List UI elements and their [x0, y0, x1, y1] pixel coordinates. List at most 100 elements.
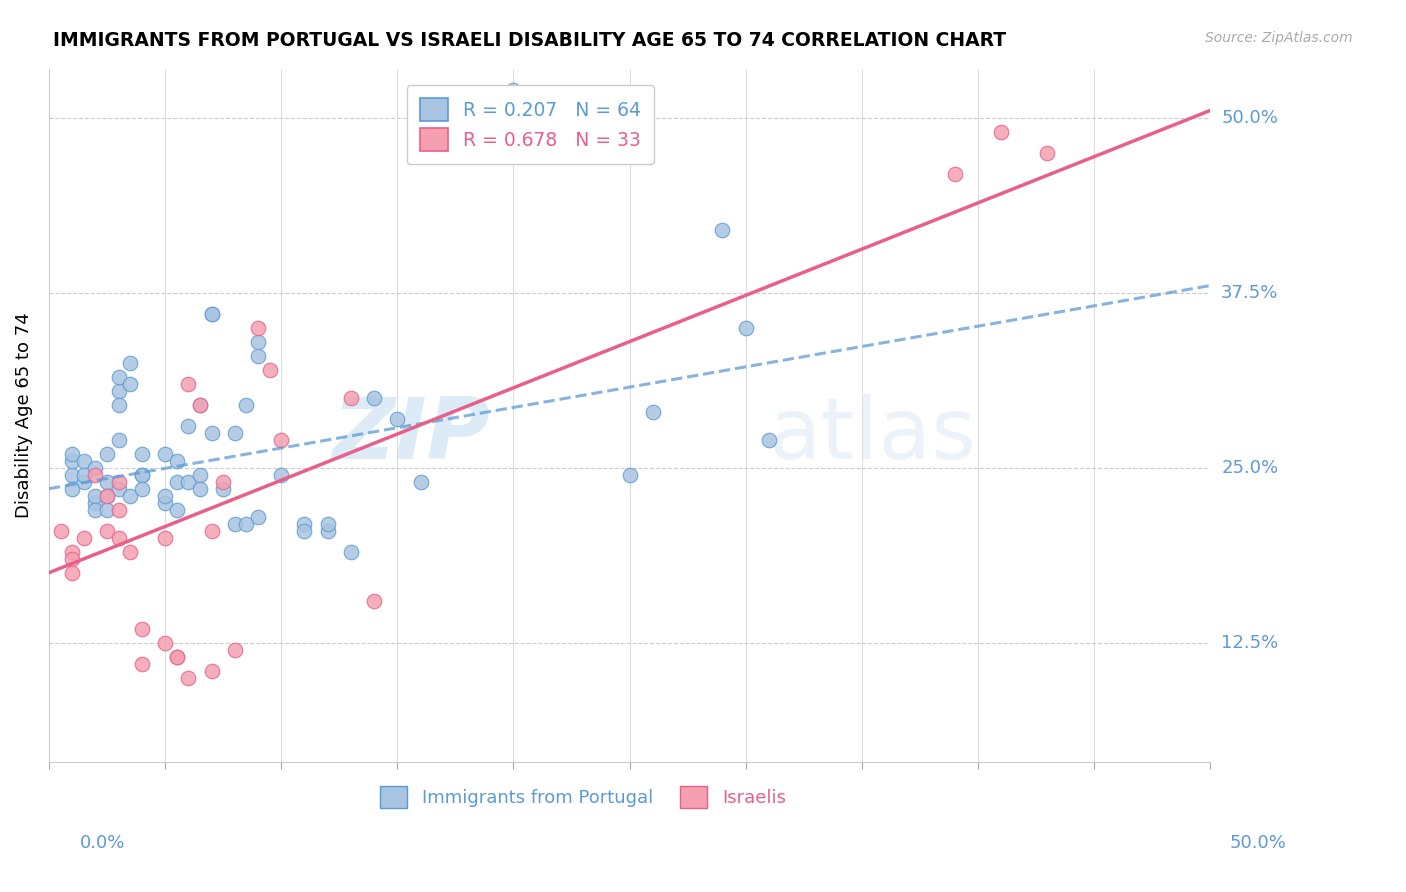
Point: [246, 509, 269, 524]
Point: [177, 671, 200, 685]
Point: [166, 502, 188, 516]
Point: [96, 475, 118, 489]
Point: [131, 482, 153, 496]
Point: [73, 453, 96, 467]
Point: [84, 489, 107, 503]
Point: [212, 475, 235, 489]
Point: [120, 544, 142, 558]
Point: [131, 447, 153, 461]
Point: [107, 369, 129, 384]
Point: [363, 593, 385, 607]
Point: [107, 482, 129, 496]
Point: [188, 398, 211, 412]
Point: [131, 622, 153, 636]
Point: [107, 475, 129, 489]
Point: [153, 496, 176, 510]
Point: [131, 467, 153, 482]
Point: [107, 384, 129, 398]
Point: [270, 433, 292, 447]
Point: [96, 489, 118, 503]
Point: [166, 649, 188, 664]
Text: 0.0%: 0.0%: [80, 834, 125, 852]
Point: [387, 411, 409, 425]
Point: [84, 496, 107, 510]
Point: [711, 222, 734, 236]
Point: [235, 516, 257, 531]
Point: [96, 447, 118, 461]
Text: Source: ZipAtlas.com: Source: ZipAtlas.com: [1205, 31, 1353, 45]
Point: [200, 664, 222, 678]
Point: [73, 475, 96, 489]
Point: [246, 320, 269, 334]
Point: [107, 398, 129, 412]
Point: [120, 376, 142, 391]
Point: [166, 453, 188, 467]
Point: [96, 489, 118, 503]
Point: [73, 467, 96, 482]
Text: atlas: atlas: [769, 394, 977, 477]
Point: [188, 482, 211, 496]
Point: [340, 391, 363, 405]
Point: [246, 349, 269, 363]
Point: [73, 531, 96, 545]
Text: 50.0%: 50.0%: [1230, 834, 1286, 852]
Point: [60, 453, 83, 467]
Point: [96, 524, 118, 538]
Point: [294, 524, 316, 538]
Point: [177, 475, 200, 489]
Point: [60, 482, 83, 496]
Point: [49, 524, 72, 538]
Point: [340, 544, 363, 558]
Point: [270, 467, 292, 482]
Point: [294, 516, 316, 531]
Point: [200, 524, 222, 538]
Text: ZIP: ZIP: [333, 394, 491, 477]
Point: [131, 467, 153, 482]
Point: [153, 447, 176, 461]
Point: [502, 82, 524, 96]
Point: [641, 404, 664, 418]
Point: [1036, 145, 1059, 160]
Point: [153, 489, 176, 503]
Text: 12.5%: 12.5%: [1222, 633, 1278, 652]
Point: [120, 489, 142, 503]
Point: [235, 398, 257, 412]
Y-axis label: Disability Age 65 to 74: Disability Age 65 to 74: [15, 312, 32, 518]
Point: [166, 649, 188, 664]
Point: [212, 482, 235, 496]
Point: [166, 475, 188, 489]
Point: [188, 398, 211, 412]
Point: [259, 362, 281, 376]
Point: [224, 642, 246, 657]
Point: [153, 636, 176, 650]
Point: [84, 460, 107, 475]
Point: [224, 425, 246, 440]
Point: [409, 475, 432, 489]
Point: [107, 531, 129, 545]
Point: [107, 502, 129, 516]
Point: [60, 551, 83, 566]
Point: [84, 467, 107, 482]
Text: IMMIGRANTS FROM PORTUGAL VS ISRAELI DISABILITY AGE 65 TO 74 CORRELATION CHART: IMMIGRANTS FROM PORTUGAL VS ISRAELI DISA…: [53, 31, 1007, 50]
Point: [188, 467, 211, 482]
Point: [200, 307, 222, 321]
Point: [316, 524, 339, 538]
Text: 25.0%: 25.0%: [1222, 458, 1278, 476]
Legend: Immigrants from Portugal, Israelis: Immigrants from Portugal, Israelis: [373, 779, 793, 815]
Text: 37.5%: 37.5%: [1222, 284, 1278, 301]
Point: [60, 467, 83, 482]
Point: [200, 425, 222, 440]
Point: [990, 124, 1012, 138]
Point: [131, 657, 153, 671]
Point: [84, 502, 107, 516]
Point: [224, 516, 246, 531]
Point: [943, 167, 966, 181]
Point: [246, 334, 269, 349]
Point: [363, 391, 385, 405]
Point: [734, 320, 756, 334]
Point: [177, 376, 200, 391]
Point: [60, 544, 83, 558]
Point: [60, 566, 83, 580]
Point: [153, 531, 176, 545]
Point: [200, 307, 222, 321]
